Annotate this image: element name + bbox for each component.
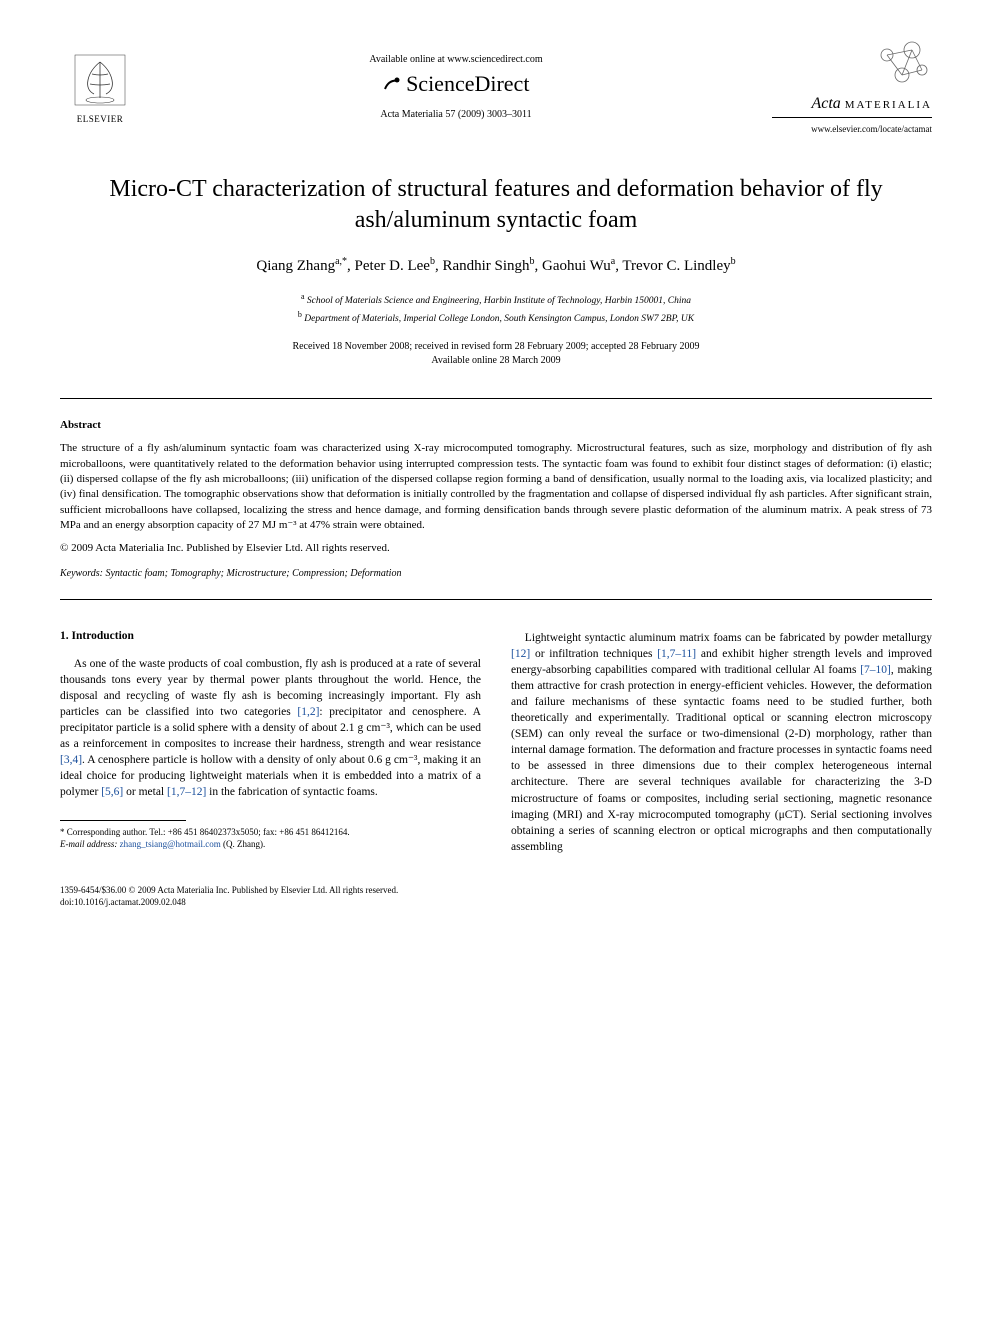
footer-doi: doi:10.1016/j.actamat.2009.02.048 (60, 897, 932, 909)
acta-atoms-icon (872, 40, 932, 90)
author-4-sup: a (611, 256, 615, 267)
acta-divider (772, 117, 932, 118)
text-frag: or infiltration techniques (530, 648, 657, 660)
corr-author-text: * Corresponding author. Tel.: +86 451 86… (60, 827, 481, 839)
aff-b-sup: b (298, 310, 302, 319)
email-who: (Q. Zhang). (221, 839, 266, 849)
citation-link[interactable]: [5,6] (101, 786, 123, 798)
affiliation-b: Department of Materials, Imperial Colleg… (304, 314, 694, 324)
author-5: Trevor C. Lindley (622, 258, 730, 274)
intro-paragraph-1: As one of the waste products of coal com… (60, 656, 481, 801)
citation-link[interactable]: [1,7–11] (657, 648, 696, 660)
acta-journal-name: Acta MATERIALIA (772, 95, 932, 113)
elsevier-tree-icon (70, 50, 130, 110)
sciencedirect-text: ScienceDirect (406, 71, 529, 96)
two-column-body: 1. Introduction As one of the waste prod… (60, 630, 932, 855)
author-2: Peter D. Lee (355, 258, 430, 274)
author-list: Qiang Zhanga,*, Peter D. Leeb, Randhir S… (60, 256, 932, 275)
citation-link[interactable]: [12] (511, 648, 530, 660)
elsevier-label: ELSEVIER (77, 114, 124, 124)
left-column: 1. Introduction As one of the waste prod… (60, 630, 481, 855)
header-row: ELSEVIER Available online at www.science… (60, 40, 932, 134)
citation-link[interactable]: [3,4] (60, 754, 82, 766)
corresponding-footnote: * Corresponding author. Tel.: +86 451 86… (60, 827, 481, 850)
acta-caps: MATERIALIA (845, 99, 932, 111)
author-1: Qiang Zhang (256, 258, 335, 274)
keywords-label: Keywords: (60, 568, 103, 579)
intro-paragraph-2: Lightweight syntactic aluminum matrix fo… (511, 630, 932, 855)
abstract-body: The structure of a fly ash/aluminum synt… (60, 441, 932, 533)
online-date: Available online 28 March 2009 (431, 355, 560, 366)
keywords-values: Syntactic foam; Tomography; Microstructu… (103, 568, 402, 579)
keywords: Keywords: Syntactic foam; Tomography; Mi… (60, 568, 932, 600)
abstract-copyright: © 2009 Acta Materialia Inc. Published by… (60, 542, 932, 554)
author-3-sup: b (530, 256, 535, 267)
citation-link[interactable]: [1,2] (297, 706, 319, 718)
received-date: Received 18 November 2008; received in r… (292, 341, 699, 352)
email-label: E-mail address: (60, 839, 117, 849)
acta-italic: Acta (811, 95, 840, 112)
text-frag: , making them attractive for crash prote… (511, 664, 932, 853)
aff-a-sup: a (301, 292, 305, 301)
acta-logo-block: Acta MATERIALIA www.elsevier.com/locate/… (772, 40, 932, 134)
available-online-text: Available online at www.sciencedirect.co… (140, 54, 772, 65)
author-2-sup: b (430, 256, 435, 267)
text-frag: or metal (123, 786, 167, 798)
author-5-sup: b (731, 256, 736, 267)
citation-link[interactable]: [1,7–12] (167, 786, 206, 798)
email-link[interactable]: zhang_tsiang@hotmail.com (120, 839, 221, 849)
citation-link[interactable]: [7–10] (860, 664, 891, 676)
text-frag: in the fabrication of syntactic foams. (206, 786, 377, 798)
affiliations: a School of Materials Science and Engine… (60, 291, 932, 326)
author-4: Gaohui Wu (542, 258, 611, 274)
article-dates: Received 18 November 2008; received in r… (60, 340, 932, 368)
locate-url: www.elsevier.com/locate/actamat (772, 124, 932, 134)
journal-reference: Acta Materialia 57 (2009) 3003–3011 (140, 109, 772, 120)
author-3: Randhir Singh (442, 258, 529, 274)
article-title: Micro-CT characterization of structural … (100, 174, 892, 236)
page-footer: 1359-6454/$36.00 © 2009 Acta Materialia … (60, 885, 932, 908)
center-header: Available online at www.sciencedirect.co… (140, 54, 772, 120)
introduction-heading: 1. Introduction (60, 630, 481, 642)
footer-copyright: 1359-6454/$36.00 © 2009 Acta Materialia … (60, 885, 932, 897)
abstract-heading: Abstract (60, 398, 932, 431)
affiliation-a: School of Materials Science and Engineer… (307, 297, 691, 307)
sciencedirect-swoosh-icon (383, 75, 401, 93)
sciencedirect-logo: ScienceDirect (140, 71, 772, 97)
author-1-sup: a,* (335, 256, 347, 267)
text-frag: Lightweight syntactic aluminum matrix fo… (525, 632, 932, 644)
footnote-separator (60, 820, 186, 821)
right-column: Lightweight syntactic aluminum matrix fo… (511, 630, 932, 855)
elsevier-logo: ELSEVIER (60, 42, 140, 132)
